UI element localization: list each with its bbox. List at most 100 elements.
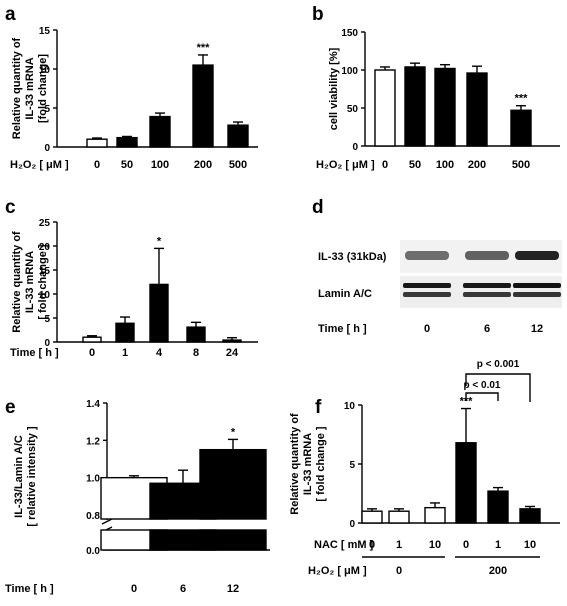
panel-f-bar	[424, 506, 446, 524]
blot-lane-label: 12	[531, 323, 543, 335]
panel-c-letter: c	[5, 197, 16, 218]
panel-b-bar	[374, 69, 396, 147]
blot-band-il33	[405, 251, 449, 260]
panel-e-ytick-label: 0.0	[86, 546, 100, 557]
panel-f-ylabel-line: [ fold change ]	[315, 426, 327, 502]
blot-band-lamin-lower	[463, 292, 511, 297]
panel-e-ytick-label: 1.0	[86, 474, 100, 485]
panel-b-xtick-label: 0	[382, 159, 388, 171]
panel-f-nac-value: 1	[396, 539, 402, 551]
panel-a: a 0 5 10 15 Relative quantity of IL-33 mRNA [fo…	[5, 4, 258, 171]
panel-d-western-blot: d IL-33 (31kDa) Lamin A/C Time [ h ] 0 6 12	[312, 197, 562, 335]
panel-e-xtick-label: 6	[180, 583, 186, 595]
panel-c-bar	[115, 322, 135, 343]
panel-e-ytick-label: 0.8	[86, 511, 100, 522]
panel-f-ytick-label: 0	[349, 519, 355, 530]
panel-c-ylabel-line: IL-33 mRNA	[24, 251, 36, 313]
panel-f-ytick-label: 5	[349, 460, 355, 471]
panel-f-bar	[361, 510, 383, 524]
blot-band-lamin-upper	[403, 283, 451, 288]
panel-e-ytick-label: 1.2	[86, 436, 100, 447]
panel-e-bar-lower	[199, 529, 267, 551]
panel-d-letter: d	[312, 197, 324, 218]
panel-e-ylabel-line: [ relative intensity ]	[26, 426, 38, 527]
panel-f-h2o2-row-label: H₂O₂ [ μM ]	[308, 565, 367, 577]
panel-c-ytick-label: 5	[44, 314, 50, 325]
panel-b-xtick-label: 50	[409, 159, 421, 171]
panel-a-bar	[86, 138, 108, 148]
panel-f-nac-value: 10	[524, 539, 536, 551]
panel-f-bracket-2-label: p < 0.001	[477, 359, 520, 370]
panel-a-bar	[192, 64, 214, 148]
panel-f-bracket-1	[465, 392, 499, 401]
panel-a-ylabel-line: [fold change]	[37, 54, 49, 123]
panel-c-ytick-label: 0	[44, 338, 50, 349]
panel-b-ytick-label: 150	[341, 28, 358, 39]
panel-f-significance: ***	[460, 396, 474, 408]
panel-a-ytick-label: 15	[39, 26, 51, 37]
panel-c-xtick-label: 1	[122, 347, 128, 359]
panel-a-bar	[149, 115, 171, 148]
panel-f-nac-value: 1	[495, 539, 501, 551]
panel-f-bar	[388, 510, 410, 524]
panel-a-xtick-label: 100	[151, 159, 169, 171]
blot-band-il33	[465, 251, 509, 260]
panel-a-ytick-label: 10	[39, 65, 51, 76]
panel-b-bar	[510, 109, 532, 147]
panel-e-ytick-label: 1.4	[86, 399, 100, 410]
panel-b-ytick-label: 0	[352, 142, 358, 153]
panel-e-ylabel-line: IL-33/Lamin A/C	[13, 435, 25, 518]
panel-f-bracket-1-label: p < 0.01	[464, 380, 501, 391]
panel-f-nac-value: 10	[429, 539, 441, 551]
blot-lane-label: 0	[424, 323, 430, 335]
panel-a-xtick-label: 0	[94, 159, 100, 171]
blot-band-lamin-lower	[513, 292, 561, 297]
blot-row-label: Lamin A/C	[318, 288, 372, 300]
panel-c-significance: *	[157, 235, 162, 247]
panel-c-ytick-label: 20	[39, 242, 51, 253]
panel-f-ylabel-line: IL-33 mRNA	[302, 433, 314, 495]
blot-xlabel: Time [ h ]	[318, 323, 367, 335]
panel-a-ytick-label: 0	[44, 143, 50, 154]
panel-c-bar	[186, 326, 206, 343]
panel-e-xtick-label: 12	[227, 583, 239, 595]
panel-b-significance: ***	[515, 93, 529, 105]
blot-band-il33	[515, 251, 559, 260]
panel-c-ytick-label: 15	[39, 266, 51, 277]
panel-c-ytick-label: 25	[39, 218, 51, 229]
panel-e-letter: e	[5, 397, 16, 418]
panel-c-bar	[82, 336, 102, 343]
blot-band-lamin-lower	[403, 292, 451, 297]
panel-f-bar	[487, 490, 509, 524]
panel-c-ylabel-line: [ fold change ]	[37, 244, 49, 320]
panel-b-ytick-label: 100	[341, 66, 358, 77]
panel-c-xtick-label: 24	[226, 347, 239, 359]
panel-f-group-label: 200	[489, 565, 507, 577]
panel-c-xtick-label: 4	[156, 347, 163, 359]
panel-b-bar	[404, 66, 426, 147]
panel-f-bracket-2	[465, 373, 531, 402]
panel-f-nac-row-label: NAC [ mM ]	[314, 539, 374, 551]
panel-f-bar	[519, 508, 541, 524]
panel-f-nac-value: 0	[369, 539, 375, 551]
panel-f-ytick-label: 10	[344, 401, 356, 412]
panel-f-group-label: 0	[396, 565, 402, 577]
panel-b-xlabel: H₂O₂ [ μM ]	[316, 159, 375, 171]
blot-band-lamin-upper	[513, 283, 561, 288]
panel-f-bar	[455, 442, 477, 524]
panel-b-bar	[434, 67, 456, 147]
blot-band-lamin-upper	[463, 283, 511, 288]
panel-a-xtick-label: 50	[121, 159, 133, 171]
panel-a-ylabel-line: IL-33 mRNA	[24, 57, 36, 119]
panel-e-bar	[199, 448, 267, 520]
panel-b-bar	[466, 72, 488, 147]
panel-c-xtick-label: 8	[193, 347, 199, 359]
blot-lane-label: 6	[484, 323, 490, 335]
panel-a-ylabel-line: Relative quantity of	[11, 37, 23, 139]
panel-a-bar	[227, 124, 249, 148]
panel-b-letter: b	[312, 4, 324, 25]
